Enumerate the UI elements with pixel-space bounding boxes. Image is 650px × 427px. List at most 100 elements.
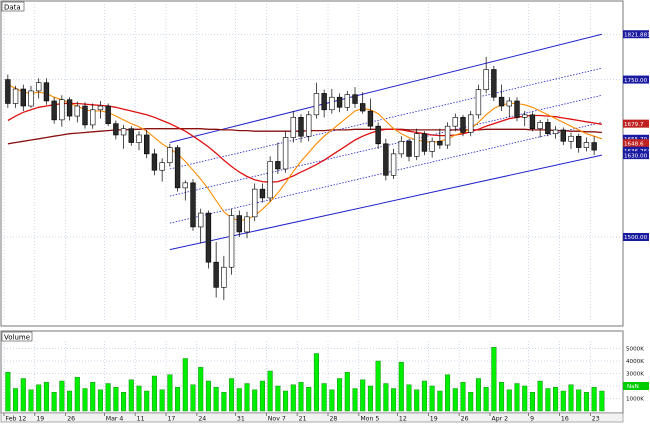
- candle-body-down: [5, 79, 11, 104]
- x-tick-label: 19: [36, 416, 44, 423]
- price-axis-label: 1500.00: [624, 235, 648, 241]
- candle: [159, 158, 165, 182]
- channel-inner-line: [169, 94, 602, 197]
- candle: [198, 208, 204, 244]
- candle-body-up: [506, 100, 512, 107]
- volume-bar: [545, 388, 551, 412]
- volume-bar: [414, 389, 420, 412]
- volume-bar: [344, 372, 350, 412]
- candle: [444, 122, 451, 149]
- regression-channel: [169, 33, 602, 251]
- candle-body-down: [576, 135, 582, 148]
- candle: [20, 84, 26, 112]
- candle: [336, 93, 343, 113]
- price-right-tag: [623, 119, 649, 128]
- x-tick-label: 9: [530, 416, 534, 423]
- volume-bar: [468, 392, 474, 412]
- candle-body-down: [321, 93, 327, 111]
- volume-bar: [329, 389, 335, 412]
- candle: [275, 142, 281, 175]
- candle: [66, 97, 73, 121]
- volume-bar: [460, 382, 466, 412]
- candle: [406, 138, 412, 162]
- price-right-tag-label: 1630.00: [624, 153, 648, 159]
- volume-last-tag: [623, 382, 649, 390]
- volume-bar: [383, 383, 389, 412]
- candle-body-up: [97, 105, 104, 111]
- candle: [506, 97, 512, 118]
- candle: [259, 183, 266, 203]
- x-tick-label: Apr 2: [492, 416, 509, 423]
- volume-bar: [144, 390, 150, 412]
- volume-bar: [259, 380, 265, 412]
- candle-body-up: [444, 125, 451, 146]
- candle-body-up: [329, 96, 335, 111]
- volume-bar: [406, 384, 412, 412]
- x-axis-strip: [0, 412, 624, 423]
- candle-body-down: [591, 142, 597, 151]
- volume-bar: [151, 375, 157, 412]
- candle-body-up: [483, 69, 489, 90]
- candle-body-up: [414, 133, 420, 157]
- candle-body-up: [244, 216, 250, 233]
- volume-bar: [28, 389, 34, 412]
- volume-bar: [13, 388, 19, 412]
- candle: [321, 89, 327, 118]
- candle-body-up: [398, 140, 404, 155]
- volume-bar: [337, 378, 343, 412]
- x-tick-label: 23: [592, 416, 600, 423]
- candle-body-down: [82, 105, 88, 126]
- candle-body-up: [136, 134, 142, 143]
- x-axis: Feb 12 19 26 Mar 4 11 17 24 31 Nov 7 21 28 Mon 5 12 1…: [3, 413, 600, 423]
- channel-lower-line: [169, 154, 602, 251]
- candle: [452, 113, 458, 132]
- candle: [236, 210, 242, 237]
- candle: [475, 84, 482, 119]
- price-right-tag: [623, 151, 649, 160]
- volume-bar: [499, 382, 505, 412]
- volume-last-tag-label: NaN: [627, 384, 639, 390]
- candle: [36, 78, 42, 99]
- candle-body-down: [144, 134, 150, 155]
- candle: [28, 85, 34, 108]
- candle-body-down: [406, 140, 412, 157]
- candle: [514, 97, 520, 122]
- candle-body-up: [290, 117, 296, 138]
- volume-bar: [599, 390, 605, 412]
- candle: [144, 129, 150, 159]
- volume-bar: [167, 374, 173, 412]
- candle-body-up: [468, 114, 474, 133]
- candle: [306, 111, 312, 142]
- candle-body-down: [360, 103, 366, 112]
- volume-bar: [522, 385, 528, 412]
- candle: [545, 118, 551, 137]
- volume-axis-label: 1000K: [626, 397, 644, 403]
- candle-body-down: [213, 261, 219, 288]
- candle-body-down: [51, 100, 57, 121]
- candle: [90, 103, 96, 129]
- volume-bar: [213, 387, 219, 412]
- x-tick-label: Nov 7: [268, 416, 286, 423]
- candle: [74, 101, 80, 123]
- price-right-tag-label: 1679.7: [624, 122, 644, 128]
- candle: [576, 133, 582, 153]
- candle-body-up: [452, 117, 458, 127]
- candle: [537, 119, 543, 138]
- volume-bar: [59, 380, 65, 412]
- candle: [97, 100, 104, 119]
- volume-bar: [20, 378, 26, 412]
- candlesticks: [5, 56, 597, 300]
- x-tick-label: Mar 4: [106, 416, 124, 423]
- volume-bar: [136, 385, 142, 412]
- volume-bar: [5, 372, 11, 412]
- volume-bar: [36, 384, 42, 412]
- volume-bar: [398, 362, 404, 412]
- volume-bar: [90, 382, 96, 412]
- candle-body-up: [167, 147, 173, 163]
- candle-body-up: [198, 212, 204, 228]
- volume-bar: [51, 392, 57, 412]
- candle: [421, 131, 428, 156]
- candle: [522, 111, 528, 127]
